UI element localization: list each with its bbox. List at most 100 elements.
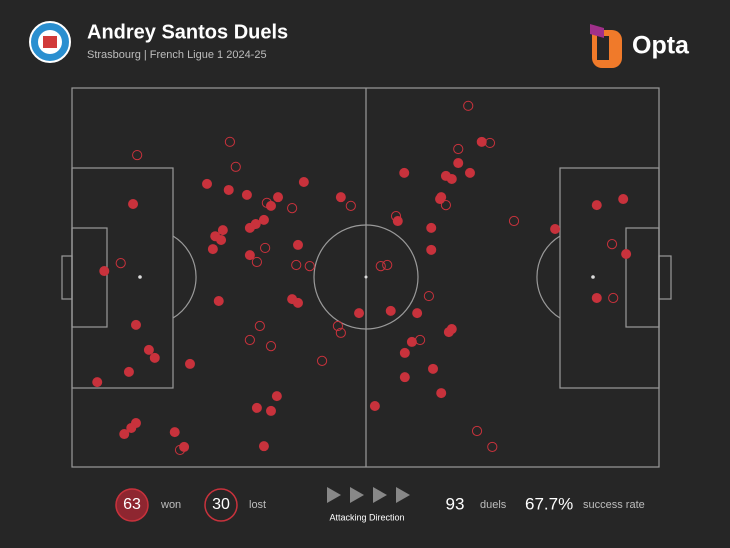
lost-duel <box>463 100 474 111</box>
centre-spot <box>364 275 368 279</box>
won-duel <box>119 429 130 440</box>
won-duel <box>354 308 365 319</box>
lost-duel <box>316 355 328 366</box>
won-duel <box>591 200 602 211</box>
lost-duel <box>440 200 452 211</box>
penalty-spot <box>591 275 595 279</box>
won-duel <box>426 222 437 233</box>
stat-value: 93 <box>446 494 465 513</box>
won-duel <box>258 441 269 452</box>
points <box>92 100 632 456</box>
won-duel <box>223 184 234 195</box>
won-duel <box>251 402 262 413</box>
won-badge <box>115 488 149 522</box>
won-duel <box>273 192 284 203</box>
lost-duel <box>508 215 520 227</box>
won-duel <box>265 405 276 416</box>
lost-duel <box>345 200 356 211</box>
won-duel <box>217 225 228 236</box>
lost-duel <box>606 239 618 250</box>
won-duel <box>244 222 255 233</box>
won-duel <box>258 214 269 225</box>
won-duel <box>241 189 252 200</box>
won-count: 63 <box>123 496 141 513</box>
won-duel <box>169 427 180 438</box>
won-duel <box>292 239 303 250</box>
lost-duel <box>335 327 346 338</box>
won-duel <box>446 173 457 184</box>
lost-duel <box>260 242 271 254</box>
lost-duel <box>390 211 402 222</box>
lost-duel <box>423 290 434 302</box>
won-duel <box>399 347 410 358</box>
lost-duel <box>287 203 298 214</box>
won-duel <box>126 422 137 433</box>
won-duel <box>464 167 475 178</box>
won-duel <box>550 223 561 234</box>
lost-duel <box>608 292 619 304</box>
won-duel <box>143 344 154 355</box>
won-duel <box>213 295 224 306</box>
won-duel <box>621 249 632 260</box>
won-duel <box>591 292 602 303</box>
lost-duel <box>453 143 464 155</box>
won-duel <box>412 308 423 319</box>
won-duel <box>298 176 309 187</box>
won-duel <box>92 377 103 388</box>
won-duel <box>244 250 255 261</box>
chart-title: Andrey Santos Duels <box>87 21 288 43</box>
lost-duel <box>261 197 272 208</box>
won-duel <box>184 358 195 369</box>
lost-duel <box>382 259 393 271</box>
won-label: won <box>160 499 181 511</box>
penalty-spot <box>138 275 142 279</box>
won-duel <box>128 198 139 209</box>
direction-label: Attacking Direction <box>329 512 404 522</box>
won-duel <box>385 305 396 316</box>
lost-duel <box>174 444 186 456</box>
won-duel <box>426 244 437 255</box>
lost-duel <box>304 261 315 272</box>
won-duel <box>392 216 403 227</box>
lost-duel <box>414 334 426 346</box>
won-duel <box>292 297 303 308</box>
won-duel <box>406 336 417 347</box>
won-duel <box>369 400 380 411</box>
won-duel <box>446 324 457 335</box>
lost-count: 30 <box>212 496 230 513</box>
won-duel <box>99 266 110 277</box>
lost-duel <box>224 136 236 147</box>
lost-duel <box>244 334 255 346</box>
pitch <box>61 87 672 468</box>
lost-duel <box>471 425 483 437</box>
won-duel <box>436 388 447 399</box>
won-duel <box>435 194 446 205</box>
lost-duel <box>484 137 496 149</box>
won-duel <box>207 244 218 255</box>
lost-duel <box>132 149 143 161</box>
lost-duel <box>254 320 265 332</box>
lost-duel <box>487 441 498 453</box>
lost-duel <box>265 340 277 352</box>
won-duel <box>130 319 141 330</box>
brand-logo <box>590 24 622 68</box>
lost-badge <box>204 488 238 522</box>
won-duel <box>335 192 346 203</box>
won-duel <box>149 352 160 363</box>
won-duel <box>202 178 213 189</box>
won-duel <box>399 372 410 383</box>
stat-label: success rate <box>583 499 645 511</box>
won-duel <box>453 158 464 169</box>
won-duel <box>399 167 410 178</box>
lost-duel <box>375 261 386 272</box>
won-duel <box>123 366 134 377</box>
subtitle: Strasbourg | French Ligue 1 2024-25 <box>87 49 267 61</box>
brand-name: Opta <box>632 32 690 60</box>
won-duel <box>618 194 629 205</box>
lost-duel <box>332 320 344 332</box>
lost-duel <box>291 259 302 271</box>
stat-label: duels <box>480 499 507 511</box>
club-badge <box>29 21 71 63</box>
